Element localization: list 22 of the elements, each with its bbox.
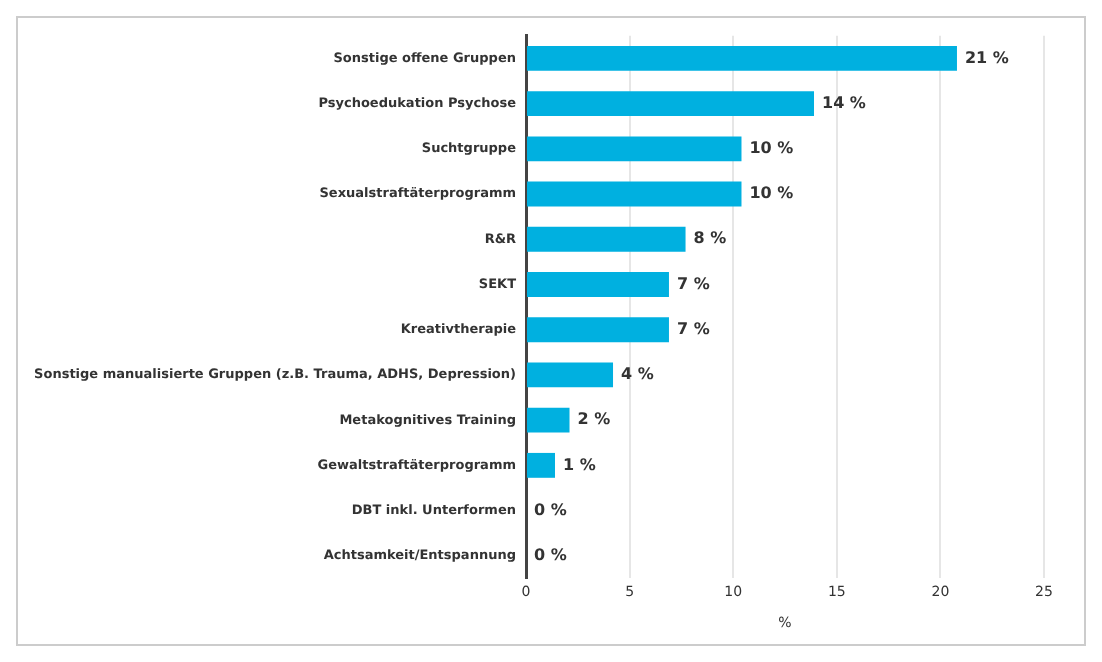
bar	[527, 226, 686, 252]
data-label: 4 %	[621, 365, 654, 384]
bar	[527, 317, 669, 343]
data-label: 1 %	[563, 455, 596, 474]
bar	[527, 91, 815, 117]
bar	[527, 452, 556, 478]
data-label: 14 %	[822, 93, 866, 112]
bar	[527, 272, 669, 297]
bar	[527, 136, 742, 162]
data-label: 8 %	[693, 229, 727, 248]
bar	[527, 362, 614, 388]
bar	[527, 181, 742, 207]
data-label: 10 %	[749, 184, 794, 203]
data-label: 7 %	[676, 319, 710, 338]
data-label: 0 %	[534, 545, 567, 564]
bar	[527, 407, 570, 433]
bar	[527, 45, 957, 71]
data-label: 7 %	[676, 274, 710, 293]
data-label: 10 %	[749, 139, 794, 157]
data-label: 2 %	[577, 410, 611, 429]
data-label: 0 %	[534, 500, 567, 519]
data-label: 21 %	[964, 48, 1009, 67]
